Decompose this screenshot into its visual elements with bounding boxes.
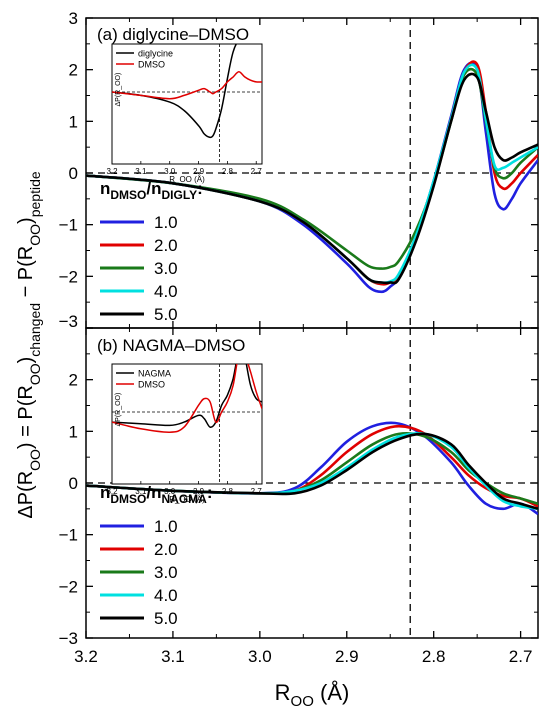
x-tick-label: 3.0 xyxy=(248,647,272,666)
panel-a: −3 −2 −1 0 1 2 3 (a) diglycine–DMSO nDMSO/nDIGLY… xyxy=(59,9,539,331)
inset-x-tick-label: 3.2 xyxy=(106,167,118,176)
legend: nDMSO/nNAGMA: 1.0 2.0 3.0 4.0 5.0 xyxy=(100,483,213,628)
inset-x-tick-label: 2.9 xyxy=(193,487,205,496)
y-tick-label: −2 xyxy=(59,267,78,286)
inset-series-line-NAGMA xyxy=(112,364,262,428)
legend-title: nDMSO/nNAGMA: xyxy=(100,483,213,506)
y-tick-label: −2 xyxy=(59,577,78,596)
y-tick-label: 0 xyxy=(69,164,78,183)
panel-title: (a) diglycine–DMSO xyxy=(97,25,249,44)
inset-x-label: R_OO (Å) xyxy=(169,175,205,184)
y-tick-label: −1 xyxy=(59,216,78,235)
legend-label: 1.0 xyxy=(154,517,178,536)
y-tick-label: 1 xyxy=(69,422,78,441)
x-axis-label: ROO (Å) xyxy=(275,680,350,710)
y-tick-label: 1 xyxy=(69,112,78,131)
inset-x-tick-label: 2.7 xyxy=(251,167,263,176)
y-tick-label: 2 xyxy=(69,371,78,390)
legend-label: 4.0 xyxy=(154,586,178,605)
x-tick-label: 3.1 xyxy=(161,647,185,666)
y-tick-label: −3 xyxy=(59,629,78,648)
y-tick-label: 3 xyxy=(69,9,78,28)
y-tick-label: 2 xyxy=(69,61,78,80)
legend-label: 2.0 xyxy=(154,540,178,559)
series-line-5.0 xyxy=(86,72,538,285)
panel-b: −3 −2 −1 0 1 2 3.2 3.1 3.0 2.9 2.8 2.7 (b) NAGMA–DMS… xyxy=(59,327,539,666)
x-tick-label: 2.8 xyxy=(422,647,446,666)
inset-x-tick-label: 3.0 xyxy=(164,167,176,176)
series-group xyxy=(86,421,538,516)
inset-x-tick-label: 2.7 xyxy=(251,487,263,496)
inset-x-label: R_OO (Å) xyxy=(169,495,205,504)
x-tick-label: 2.7 xyxy=(509,647,533,666)
inset-series-line-DMSO xyxy=(112,364,262,433)
inset-frame xyxy=(111,43,263,165)
inset-y-label: ΔP(R_OO) xyxy=(115,73,122,107)
series-group xyxy=(86,60,538,294)
x-tick-label: 2.9 xyxy=(335,647,359,666)
legend-title: nDMSO/nDIGLY: xyxy=(100,179,203,202)
inset-legend-label: diglycine xyxy=(138,49,173,59)
legend-label: 1.0 xyxy=(154,213,178,232)
inset-series-line-DMSO xyxy=(112,71,262,100)
y-tick-label: −1 xyxy=(59,526,78,545)
inset-legend-label: NAGMA xyxy=(138,369,171,379)
inset-legend-label: DMSO xyxy=(138,380,165,390)
inset-x-tick-label: 3.2 xyxy=(106,487,118,496)
inset-series-line-diglycine xyxy=(112,44,238,139)
legend-label: 2.0 xyxy=(154,236,178,255)
legend-label: 3.0 xyxy=(154,259,178,278)
panel-title: (b) NAGMA–DMSO xyxy=(97,336,245,355)
x-tick-label: 3.2 xyxy=(74,647,98,666)
y-tick-label: −3 xyxy=(59,312,78,331)
y-tick-label: 0 xyxy=(69,474,78,493)
series-line-5.0 xyxy=(86,432,538,511)
inset-y-label: ΔP(R_OO) xyxy=(115,393,122,427)
inset-series-group xyxy=(112,44,262,139)
inset-x-tick-label: 2.8 xyxy=(222,167,234,176)
legend-label: 5.0 xyxy=(154,305,178,324)
inset-legend-label: DMSO xyxy=(138,60,165,70)
inset-x-tick-label: 3.1 xyxy=(135,487,147,496)
y-axis-label: ΔP(ROO) = P(ROO)changed − P(ROO)peptide xyxy=(15,171,43,519)
legend-label: 4.0 xyxy=(154,282,178,301)
inset-x-tick-label: 3.0 xyxy=(164,487,176,496)
legend: nDMSO/nDIGLY: 1.0 2.0 3.0 4.0 5.0 xyxy=(100,179,203,324)
legend-label: 5.0 xyxy=(154,609,178,628)
legend-label: 3.0 xyxy=(154,563,178,582)
inset-x-tick-label: 3.1 xyxy=(135,167,147,176)
inset-x-tick-label: 2.8 xyxy=(222,487,234,496)
inset-x-tick-label: 2.9 xyxy=(193,167,205,176)
inset-series-group xyxy=(112,364,262,433)
